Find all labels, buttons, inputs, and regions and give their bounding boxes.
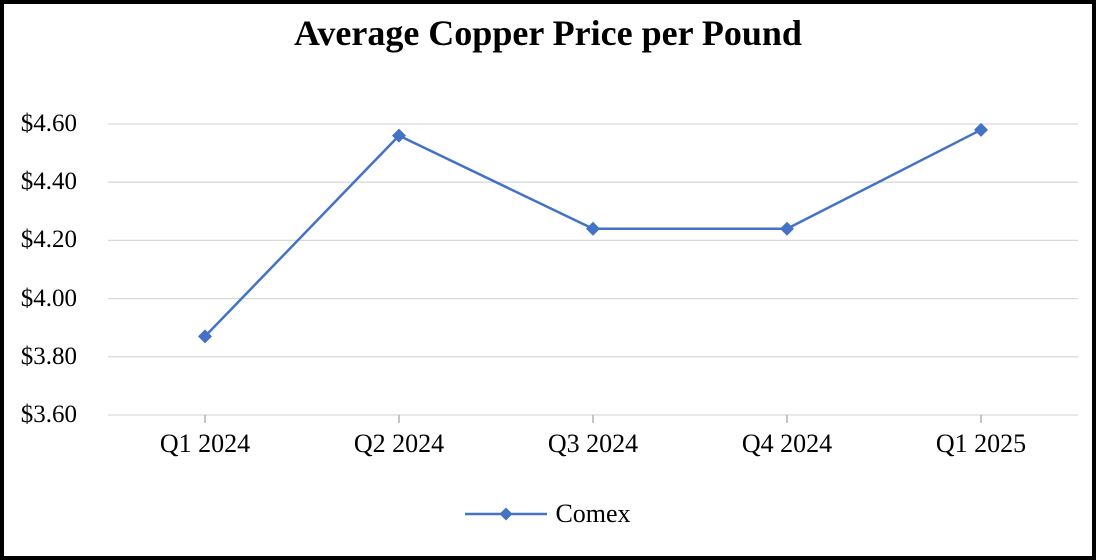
legend-comex-marker-icon — [465, 507, 548, 521]
chart-title: Average Copper Price per Pound — [294, 13, 802, 53]
data-point-q3-2024 — [586, 221, 600, 236]
data-point-q2-2024 — [392, 128, 406, 143]
legend: Comex — [4, 499, 1092, 529]
plot-area — [108, 122, 1078, 423]
data-point-q4-2024 — [780, 221, 794, 236]
data-point-q1-2025 — [974, 122, 988, 137]
legend-label-comex: Comex — [555, 499, 631, 528]
data-point-q1-2024 — [198, 329, 212, 344]
